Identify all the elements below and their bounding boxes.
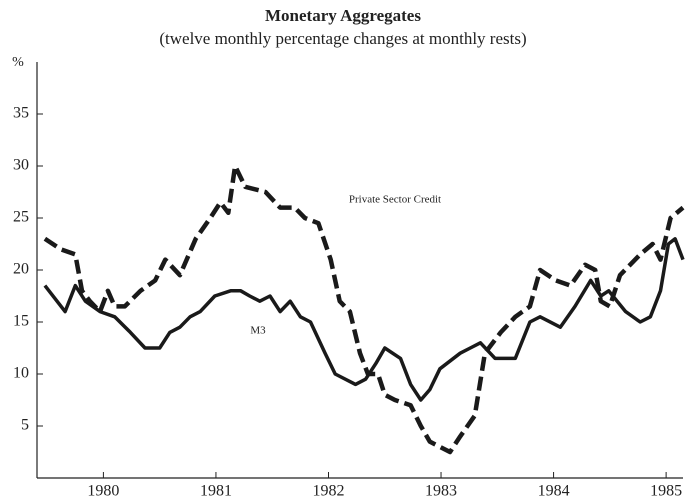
x-tick-label: 1981 xyxy=(200,483,232,500)
chart-subtitle: (twelve monthly percentage changes at mo… xyxy=(159,29,526,48)
y-tick-label: 25 xyxy=(13,209,29,226)
x-tick-label: 1985 xyxy=(650,483,682,500)
y-axis-label: % xyxy=(12,55,24,70)
x-tick-label: 1983 xyxy=(425,483,457,500)
x-tick-label: 1982 xyxy=(312,483,344,500)
annotation: M3 xyxy=(250,325,266,337)
annotation: Private Sector Credit xyxy=(349,194,441,206)
y-tick-label: 5 xyxy=(21,417,29,434)
chart-title: Monetary Aggregates xyxy=(265,6,421,25)
line-series xyxy=(43,163,685,455)
x-tick-label: 1980 xyxy=(87,483,119,500)
line-series xyxy=(43,237,685,402)
y-tick-label: 15 xyxy=(13,313,29,330)
y-tick-label: 30 xyxy=(13,157,29,174)
y-tick-label: 20 xyxy=(13,261,29,278)
y-tick-label: 35 xyxy=(13,105,29,122)
y-tick-label: 10 xyxy=(13,365,29,382)
x-tick-label: 1984 xyxy=(538,483,570,500)
